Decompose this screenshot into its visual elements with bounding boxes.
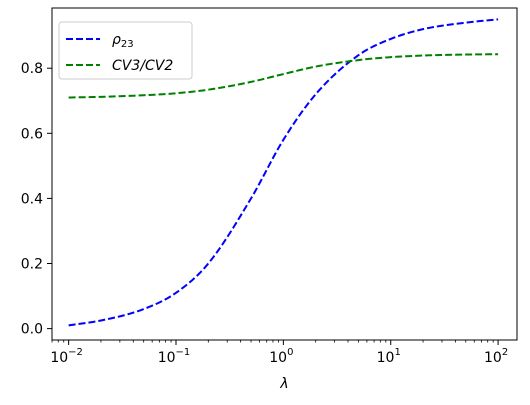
x-tick-label: 10−1 bbox=[158, 347, 191, 366]
y-tick-label: 0.6 bbox=[21, 126, 43, 142]
y-tick-label: 0.0 bbox=[21, 322, 43, 338]
x-axis-label: λ bbox=[279, 376, 288, 392]
legend-label-cv3-cv2: CV3/CV2 bbox=[112, 58, 173, 74]
x-tick-label: 10−2 bbox=[50, 347, 83, 366]
x-axis: 10−2 10−1 100 101 102 bbox=[50, 340, 508, 366]
plot-frame bbox=[51, 7, 518, 341]
series-line-cv3-cv2 bbox=[68, 53, 499, 99]
y-axis: 0.0 0.2 0.4 0.6 0.8 bbox=[21, 61, 52, 338]
x-tick-label: 102 bbox=[484, 347, 508, 366]
y-tick-label: 0.4 bbox=[21, 191, 43, 207]
series-layer bbox=[68, 18, 499, 327]
y-tick-label: 0.8 bbox=[21, 61, 43, 77]
legend-label-rho23: ρ23 bbox=[112, 32, 134, 50]
x-tick-label: 100 bbox=[269, 347, 293, 366]
series-line-rho23 bbox=[68, 18, 499, 327]
y-tick-label: 0.2 bbox=[21, 257, 43, 273]
legend: ρ23 CV3/CV2 bbox=[58, 21, 193, 80]
x-tick-label: 101 bbox=[377, 347, 401, 366]
